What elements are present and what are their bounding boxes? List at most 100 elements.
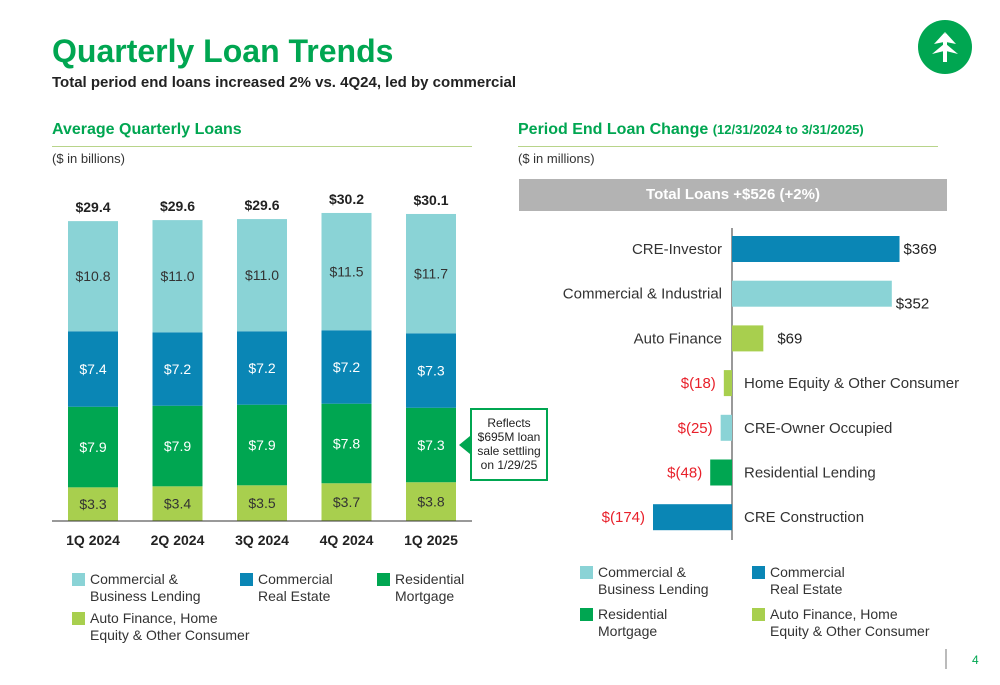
- loan-change-bar-chart: CRE-Investor $369 Commercial & Industrial $…: [563, 228, 959, 540]
- segment-value-label: $7.4: [79, 361, 106, 377]
- left-section-rule: [52, 146, 472, 147]
- change-bar: [732, 236, 900, 262]
- legend-label: Residential Mortgage: [598, 606, 668, 639]
- page-divider: [945, 649, 947, 669]
- change-value-label: $(48): [667, 465, 702, 482]
- stacked-bar-segment: [237, 485, 287, 521]
- category-label: CRE-Owner Occupied: [744, 420, 892, 437]
- average-loans-stacked-chart: $3.3 $7.9 $7.4 $10.8 $29.4 1Q 2024 $3.4 $7.9 $7.…: [52, 191, 472, 548]
- stacked-bar-segment: [406, 213, 456, 334]
- left-section-title: Average Quarterly Loans: [52, 121, 242, 138]
- segment-value-label: $7.3: [417, 363, 444, 379]
- legend-label: Auto Finance, Home Equity & Other Consume…: [770, 606, 930, 639]
- segment-value-label: $3.3: [79, 496, 106, 512]
- legend-label: Commercial & Business Lending: [598, 564, 709, 597]
- segment-value-label: $3.5: [248, 495, 275, 511]
- right-section-title: Period End Loan Change (12/31/2024 to 3/…: [518, 121, 864, 139]
- category-label: Commercial & Industrial: [563, 286, 722, 303]
- change-bar: [732, 325, 764, 352]
- right-section-title-text: Period End Loan Change: [518, 121, 709, 138]
- right-section-rule: [518, 146, 938, 147]
- segment-value-label: $10.8: [75, 268, 110, 284]
- legend-swatch: [72, 573, 85, 586]
- legend-swatch: [580, 566, 593, 579]
- total-loans-banner: Total Loans +$526 (+2%): [519, 179, 947, 211]
- stacked-bar-segment: [321, 330, 372, 404]
- change-value-label: $352: [896, 296, 929, 313]
- stacked-bar-segment: [321, 403, 372, 484]
- category-label: Home Equity & Other Consumer: [744, 375, 959, 392]
- change-value-label: $(174): [602, 509, 645, 526]
- category-label: Residential Lending: [744, 465, 876, 482]
- segment-value-label: $11.0: [161, 268, 195, 284]
- change-value-label: $(18): [681, 375, 716, 392]
- segment-value-label: $7.8: [333, 435, 360, 451]
- callout-line: sale settling: [477, 444, 541, 458]
- stacked-bar-segment: [237, 219, 287, 332]
- legend-label: Commercial Real Estate: [770, 564, 845, 597]
- change-bar: [723, 370, 732, 397]
- stacked-bar-segment: [406, 333, 456, 408]
- category-axis-label: 2Q 2024: [151, 532, 205, 548]
- segment-value-label: $11.0: [245, 267, 279, 283]
- legend-swatch: [72, 612, 85, 625]
- legend-label: Commercial Real Estate: [258, 571, 333, 604]
- change-value-label: $369: [904, 241, 937, 258]
- category-axis-label: 3Q 2024: [235, 532, 289, 548]
- loan-sale-callout: Reflects $695M loan sale settling on 1/2…: [470, 408, 548, 481]
- callout-line: $695M loan: [477, 430, 541, 444]
- tree-icon: [932, 32, 958, 62]
- segment-value-label: $7.3: [417, 437, 444, 453]
- segment-value-label: $7.9: [164, 438, 191, 454]
- segment-value-label: $11.5: [330, 264, 364, 280]
- change-bar: [710, 459, 732, 486]
- bar-total-label: $30.1: [413, 192, 448, 208]
- callout-line: Reflects: [487, 416, 531, 430]
- stacked-bar-segment: [237, 331, 287, 405]
- bar-total-label: $29.6: [160, 198, 195, 214]
- change-bar: [732, 280, 892, 307]
- stacked-bar-segment: [406, 482, 456, 521]
- stacked-bar-segment: [68, 487, 118, 521]
- change-value-label: $69: [777, 330, 802, 347]
- segment-value-label: $11.7: [414, 266, 448, 282]
- legend-swatch: [580, 608, 593, 621]
- stacked-bar-segment: [406, 407, 456, 483]
- right-unit-label: ($ in millions): [518, 151, 595, 166]
- legend-swatch: [752, 608, 765, 621]
- stacked-bar-segment: [152, 220, 203, 333]
- category-axis-label: 1Q 2024: [66, 532, 120, 548]
- page-subtitle: Total period end loans increased 2% vs. …: [52, 74, 517, 91]
- legend-swatch: [240, 573, 253, 586]
- change-bar: [653, 504, 732, 531]
- stacked-bar-segment: [152, 405, 203, 487]
- stacked-bar-segment: [237, 404, 287, 486]
- bar-total-label: $29.4: [75, 199, 110, 215]
- callout-pointer: [459, 436, 470, 454]
- change-bar: [720, 414, 732, 441]
- legend-label: Residential Mortgage: [395, 571, 465, 604]
- segment-value-label: $7.9: [248, 437, 275, 453]
- segment-value-label: $3.8: [417, 494, 444, 510]
- category-label: Auto Finance: [634, 330, 722, 347]
- bar-total-label: $29.6: [244, 197, 279, 213]
- bar-total-label: $30.2: [329, 191, 364, 207]
- callout-line: on 1/29/25: [480, 458, 538, 472]
- category-axis-label: 1Q 2025: [404, 532, 458, 548]
- stacked-bar-segment: [68, 331, 118, 407]
- stacked-bar-segment: [68, 221, 118, 332]
- segment-value-label: $7.2: [248, 360, 275, 376]
- change-value-label: $(25): [678, 420, 713, 437]
- category-axis-label: 4Q 2024: [320, 532, 374, 548]
- page-title: Quarterly Loan Trends: [52, 33, 394, 69]
- legend-label: Auto Finance, Home Equity & Other Consume…: [90, 610, 250, 643]
- right-section-date-range: (12/31/2024 to 3/31/2025): [712, 122, 864, 137]
- stacked-bar-segment: [152, 486, 203, 521]
- stacked-bar-segment: [152, 332, 203, 406]
- segment-value-label: $7.2: [333, 359, 360, 375]
- legend-swatch: [377, 573, 390, 586]
- category-label: CRE Construction: [744, 509, 864, 526]
- legend-swatch: [752, 566, 765, 579]
- stacked-bar-segment: [321, 212, 372, 331]
- segment-value-label: $7.2: [164, 361, 191, 377]
